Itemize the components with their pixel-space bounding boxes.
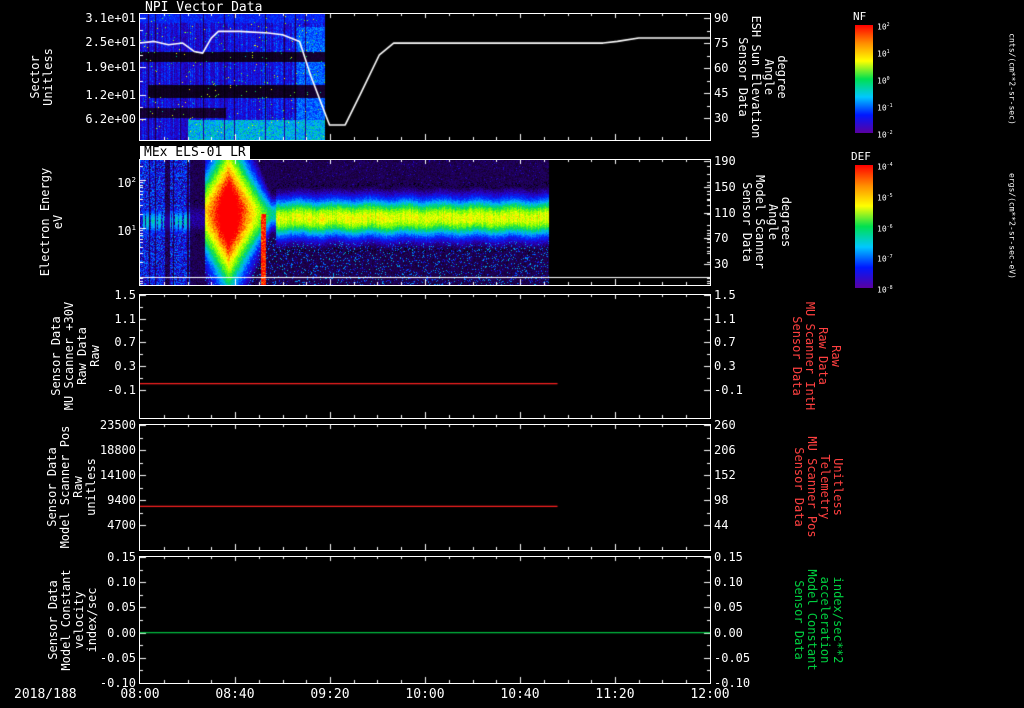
panel1-left-axis-label: Sector Unitless [28, 48, 55, 106]
panel5-plot-area [139, 556, 711, 684]
panel4-left-tick-label: 23500 [99, 418, 136, 432]
panel3-left-tick-label: -0.1 [107, 383, 136, 397]
panel5-right-axis-label: index/sec**2 acceleration Model Constant… [792, 569, 845, 671]
def-colorbar-title: DEF [851, 150, 871, 163]
panel3-right-axis-label: Raw Raw Data MU Scanner IntH Sensor Data [790, 301, 843, 411]
nf-colorbar-tick-label: 100 [877, 76, 890, 86]
panel5-right-tick-label: 0.05 [714, 600, 743, 614]
panel5-right-tick-label: 0.10 [714, 575, 743, 589]
panel3-right-tick-label: 1.1 [714, 312, 736, 326]
panel4-left-tick-label: 9400 [107, 493, 136, 507]
panel4-right-tick-label: 44 [714, 518, 729, 532]
panel1-spectrogram-canvas [140, 14, 710, 140]
panel5-right-tick-label: -0.10 [714, 676, 751, 690]
panel4-left-tick-label: 4700 [107, 518, 136, 532]
panel4-left-tick-label: 14100 [99, 468, 136, 482]
panel4-right-axis-label: Unitless Telemetry MU Scanner Pos Sensor… [792, 436, 845, 538]
panel1-left-tick-label: 1.9e+01 [85, 60, 136, 74]
panel2-left-tick-label: 101 [117, 223, 136, 238]
panel5-left-tick-label: 0.05 [107, 600, 136, 614]
panel1-right-tick-label: 75 [714, 36, 729, 50]
panel2-left-tick-label: 102 [117, 175, 136, 190]
nf-colorbar-tick-label: 102 [877, 22, 890, 32]
x-axis-tick-label: 09:20 [310, 687, 350, 702]
panel3-right-tick-label: 0.3 [714, 359, 736, 373]
panel3-left-tick-label: 0.3 [114, 359, 136, 373]
panel4-right-tick-label: 98 [714, 493, 729, 507]
panel1-right-tick-label: 90 [714, 11, 729, 25]
panel2-title: MEx ELS-01 LR [140, 146, 250, 160]
panel4-right-tick-label: 260 [714, 418, 736, 432]
panel1-plot-area [139, 13, 711, 141]
panel2-right-tick-label: 150 [714, 180, 736, 194]
panel5-left-tick-label: 0.10 [107, 575, 136, 589]
panel1-right-tick-label: 30 [714, 111, 729, 125]
panel2-right-tick-label: 110 [714, 206, 736, 220]
panel1-left-tick-label: 3.1e+01 [85, 11, 136, 25]
panel4-left-tick-label: 18800 [99, 443, 136, 457]
x-axis-tick-label: 10:00 [405, 687, 445, 702]
panel5-right-tick-label: 0.00 [714, 626, 743, 640]
panel4-right-tick-label: 206 [714, 443, 736, 457]
panel5-left-tick-label: -0.05 [99, 651, 136, 665]
nf-colorbar-unit: cnts/(cm**2-sr-sec) [1007, 33, 1017, 125]
panel1-right-tick-label: 60 [714, 61, 729, 75]
panel1-title: NPI Vector Data [145, 0, 263, 15]
panel5-left-tick-label: 0.15 [107, 550, 136, 564]
panel3-left-tick-label: 1.1 [114, 312, 136, 326]
def-colorbar-tick-label: 10-8 [877, 285, 893, 295]
panel4-plot-area [139, 424, 711, 551]
panel2-right-tick-label: 190 [714, 154, 736, 168]
def-colorbar [855, 165, 873, 288]
panel2-right-tick-label: 70 [714, 231, 729, 245]
x-axis-tick-label: 08:00 [120, 687, 160, 702]
panel3-left-tick-label: 1.5 [114, 288, 136, 302]
panel3-right-tick-label: 1.5 [714, 288, 736, 302]
panel2-plot-area [139, 159, 711, 286]
panel5-right-tick-label: 0.15 [714, 550, 743, 564]
panel3-right-tick-label: -0.1 [714, 383, 743, 397]
panel2-right-axis-label: degrees Angle Model Scanner Sensor Data [740, 175, 793, 269]
panel3-right-tick-label: 0.7 [714, 335, 736, 349]
panel5-line-canvas [140, 557, 710, 683]
panel1-right-axis-label: degree Angle ESH Sun Elevation Sensor Da… [736, 15, 789, 139]
nf-colorbar-tick-label: 10-1 [877, 103, 893, 113]
nf-colorbar-tick-label: 101 [877, 49, 890, 59]
panel4-line-canvas [140, 425, 710, 550]
panel4-right-tick-label: 152 [714, 468, 736, 482]
x-axis-tick-label: 11:20 [595, 687, 635, 702]
x-axis-tick-label: 08:40 [215, 687, 255, 702]
panel1-left-tick-label: 1.2e+01 [85, 88, 136, 102]
nf-colorbar-title: NF [853, 10, 867, 23]
def-colorbar-unit: ergs/(cm**2-sr-sec-eV) [1007, 173, 1017, 279]
panel3-line-canvas [140, 295, 710, 418]
def-colorbar-tick-label: 10-5 [877, 193, 893, 203]
def-colorbar-tick-label: 10-7 [877, 254, 893, 264]
panel5-left-tick-label: 0.00 [107, 626, 136, 640]
panel3-left-tick-label: 0.7 [114, 335, 136, 349]
panel1-right-tick-label: 45 [714, 86, 729, 100]
def-colorbar-tick-label: 10-4 [877, 162, 893, 172]
x-axis-tick-label: 12:00 [690, 687, 730, 702]
nf-colorbar [855, 25, 873, 133]
panel2-spectrogram-canvas [140, 160, 710, 285]
x-axis-date: 2018/188 [14, 687, 77, 702]
nf-colorbar-tick-label: 10-2 [877, 130, 893, 140]
panel5-right-tick-label: -0.05 [714, 651, 751, 665]
panel2-right-tick-label: 30 [714, 257, 729, 271]
def-colorbar-tick-label: 10-6 [877, 224, 893, 234]
panel1-left-tick-label: 6.2e+00 [85, 112, 136, 126]
panel3-plot-area [139, 294, 711, 419]
x-axis-tick-label: 10:40 [500, 687, 540, 702]
panel1-left-tick-label: 2.5e+01 [85, 35, 136, 49]
panel2-left-axis-label: Electron Energy eV [38, 167, 65, 277]
panel5-left-tick-label: -0.10 [99, 676, 136, 690]
